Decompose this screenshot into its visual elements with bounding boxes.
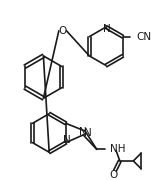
Text: N: N: [63, 135, 71, 145]
Text: O: O: [59, 26, 67, 36]
Text: N: N: [103, 24, 111, 34]
Text: N: N: [79, 127, 87, 137]
Text: CN: CN: [136, 32, 151, 42]
Text: NH: NH: [110, 144, 126, 154]
Text: O: O: [109, 170, 117, 180]
Text: N: N: [84, 128, 92, 138]
